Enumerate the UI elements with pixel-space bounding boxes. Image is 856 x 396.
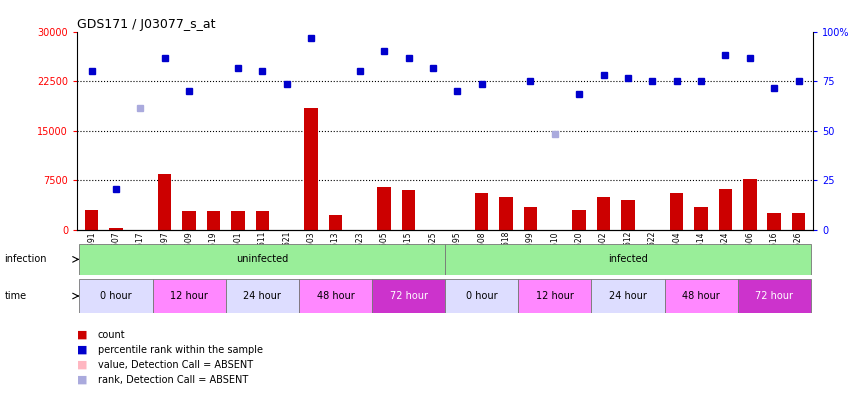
Bar	[664, 279, 738, 313]
Bar	[694, 207, 708, 230]
Bar	[597, 197, 610, 230]
Bar	[80, 279, 152, 313]
Text: ■: ■	[77, 329, 87, 340]
Bar	[518, 279, 591, 313]
Bar	[475, 193, 489, 230]
Text: 72 hour: 72 hour	[389, 291, 427, 301]
Bar	[329, 215, 342, 230]
Bar	[182, 211, 196, 230]
Bar	[621, 200, 634, 230]
Text: count: count	[98, 329, 125, 340]
Text: time: time	[4, 291, 27, 301]
Bar	[743, 179, 757, 230]
Bar	[80, 244, 445, 275]
Bar	[299, 279, 372, 313]
Bar	[401, 190, 415, 230]
Text: 24 hour: 24 hour	[609, 291, 647, 301]
Bar	[738, 279, 811, 313]
Bar	[499, 197, 513, 230]
Text: value, Detection Call = ABSENT: value, Detection Call = ABSENT	[98, 360, 253, 370]
Text: ■: ■	[77, 345, 87, 355]
Text: ■: ■	[77, 375, 87, 385]
Bar	[231, 211, 245, 230]
Bar	[377, 187, 391, 230]
Bar	[768, 213, 781, 230]
Bar	[207, 211, 220, 230]
Bar	[372, 279, 445, 313]
Text: 0 hour: 0 hour	[100, 291, 132, 301]
Text: infection: infection	[4, 254, 47, 265]
Text: ■: ■	[77, 360, 87, 370]
Bar	[670, 193, 683, 230]
Text: 48 hour: 48 hour	[317, 291, 354, 301]
Bar	[85, 210, 98, 230]
Bar	[573, 210, 586, 230]
Text: uninfected: uninfected	[236, 254, 288, 265]
Text: GDS171 / J03077_s_at: GDS171 / J03077_s_at	[77, 17, 216, 30]
Bar	[110, 228, 122, 230]
Bar	[591, 279, 664, 313]
Text: 0 hour: 0 hour	[466, 291, 497, 301]
Text: 12 hour: 12 hour	[536, 291, 574, 301]
Bar	[152, 279, 226, 313]
Bar	[158, 173, 171, 230]
Bar	[226, 279, 299, 313]
Text: rank, Detection Call = ABSENT: rank, Detection Call = ABSENT	[98, 375, 248, 385]
Bar	[524, 207, 537, 230]
Text: 48 hour: 48 hour	[682, 291, 720, 301]
Text: 24 hour: 24 hour	[243, 291, 282, 301]
Text: percentile rank within the sample: percentile rank within the sample	[98, 345, 263, 355]
Text: 72 hour: 72 hour	[755, 291, 794, 301]
Bar	[445, 244, 811, 275]
Bar	[445, 279, 518, 313]
Bar	[305, 108, 318, 230]
Bar	[792, 213, 805, 230]
Text: infected: infected	[608, 254, 648, 265]
Text: 12 hour: 12 hour	[170, 291, 208, 301]
Bar	[256, 211, 269, 230]
Bar	[719, 189, 732, 230]
